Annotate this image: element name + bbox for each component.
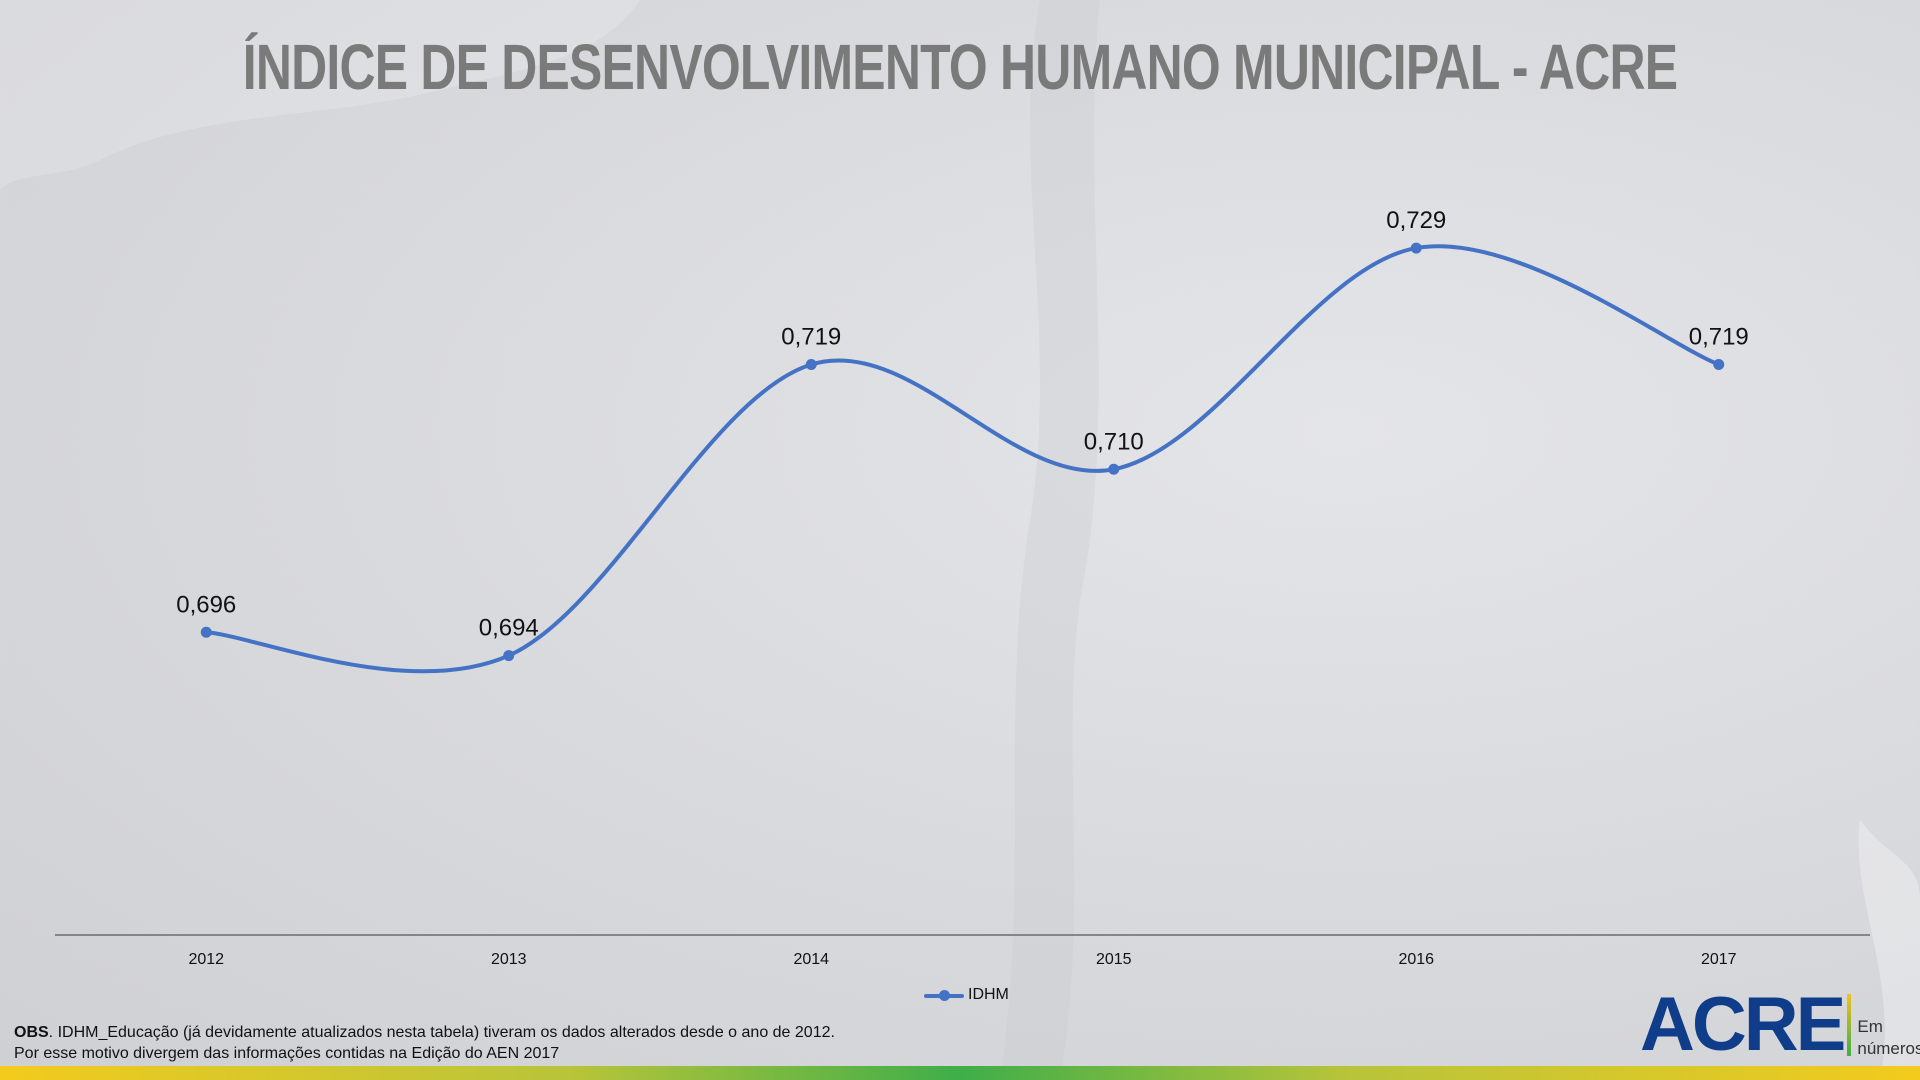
logo-sub-1: Em	[1857, 1017, 1883, 1036]
x-tick-label: 2015	[1096, 951, 1132, 968]
data-point	[200, 626, 212, 638]
footnote-line-1: OBS. IDHM_Educação (já devidamente atual…	[14, 1022, 835, 1043]
data-label: 0,719	[1689, 324, 1749, 351]
x-tick-label: 2017	[1701, 951, 1737, 968]
x-tick-label: 2014	[793, 951, 829, 968]
x-tick-label: 2016	[1398, 951, 1434, 968]
bottom-color-stripe	[0, 1066, 1920, 1080]
x-tick-label: 2013	[491, 951, 527, 968]
legend-label-idhm: IDHM	[968, 986, 1009, 1003]
logo-subtitle: Em números	[1857, 1016, 1920, 1060]
x-tick-label: 2012	[188, 951, 224, 968]
data-label: 0,719	[781, 324, 841, 351]
data-point	[1410, 242, 1422, 254]
data-label: 0,710	[1084, 428, 1144, 455]
data-label: 0,694	[479, 615, 539, 642]
acre-em-numeros-logo: ACRE Em números	[1640, 982, 1920, 1067]
footnote-text-1: . IDHM_Educação (já devidamente atualiza…	[48, 1024, 835, 1041]
data-label: 0,729	[1386, 207, 1446, 234]
series-line-idhm	[204, 244, 1721, 674]
data-point	[503, 650, 515, 662]
logo-word: ACRE	[1640, 982, 1846, 1067]
footnote-bold: OBS	[14, 1024, 49, 1041]
footnote: OBS. IDHM_Educação (já devidamente atual…	[14, 1022, 835, 1064]
data-point	[1713, 359, 1725, 370]
data-point	[805, 359, 817, 370]
legend: IDHM	[924, 985, 1009, 1005]
data-point	[1108, 463, 1120, 475]
logo-sub-2: números	[1857, 1039, 1920, 1058]
legend-swatch-idhm	[924, 985, 964, 1005]
logo-bar	[1847, 994, 1852, 1056]
data-label: 0,696	[176, 591, 236, 618]
footnote-line-2: Por esse motivo divergem das informações…	[14, 1045, 560, 1062]
chart-title: ÍNDICE DE DESENVOLVIMENTO HUMANO MUNICIP…	[242, 31, 1678, 103]
